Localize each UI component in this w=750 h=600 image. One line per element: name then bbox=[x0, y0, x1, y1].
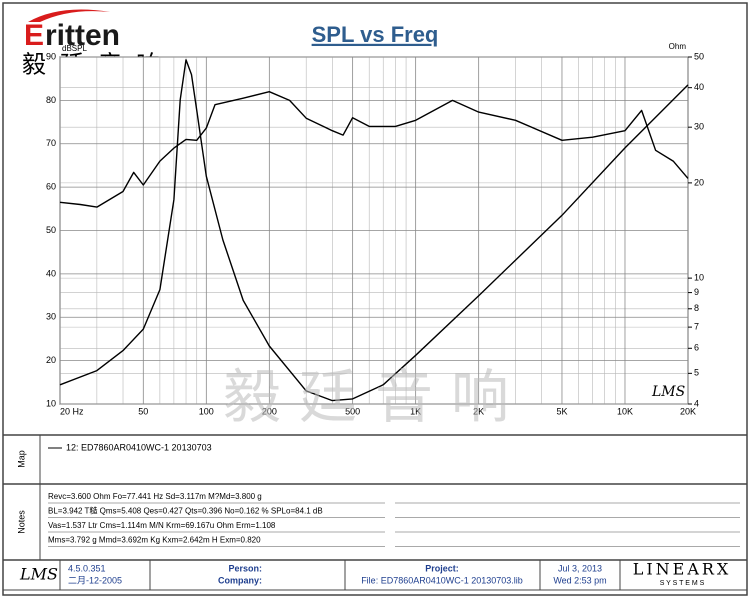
y-axis-label: dBSPL bbox=[62, 44, 87, 53]
brand-sub: S Y S T E M S bbox=[660, 580, 705, 587]
y2-tick-label: 50 bbox=[694, 51, 704, 61]
note-line: BL=3.942 T糙 Qms=5.408 Qes=0.427 Qts=0.39… bbox=[48, 506, 323, 516]
logo: ritten bbox=[45, 19, 120, 52]
note-line: Revc=3.600 Ohm Fo=77.441 Hz Sd=3.117m M?… bbox=[48, 492, 262, 501]
file: File: ED7860AR0410WC-1 20130703.lib bbox=[361, 575, 523, 585]
project: Project: bbox=[425, 563, 459, 573]
logo-mark: E bbox=[24, 19, 44, 52]
series-line bbox=[59, 91, 689, 208]
x-tick-label: 200 bbox=[262, 406, 277, 416]
x-tick-label: 20K bbox=[680, 406, 696, 416]
y-tick-label: 90 bbox=[46, 51, 56, 61]
chart: 20 Hz 50 100 200 500 1K 2K 5K 10K 20K 10 20 30 40 50 60… bbox=[46, 42, 704, 416]
logo-swoosh bbox=[28, 9, 110, 22]
build-date: 二月-12-2005 bbox=[68, 575, 122, 585]
y2-axis-label: Ohm bbox=[669, 42, 687, 51]
note-line: Mms=3.792 g Mmd=3.692m Kg Kxm=2.642m H E… bbox=[48, 536, 261, 545]
y2-tick-label: 10 bbox=[694, 272, 704, 282]
version: 4.5.0.351 bbox=[68, 563, 106, 573]
watermark: 毅廷音响 bbox=[223, 363, 527, 431]
y-tick-label: 80 bbox=[46, 95, 56, 105]
y2-tick-label: 20 bbox=[694, 177, 704, 187]
series-line bbox=[59, 59, 689, 402]
y-tick-label: 70 bbox=[46, 138, 56, 148]
brand: LINEARX bbox=[633, 560, 732, 579]
time: Wed 2:53 pm bbox=[553, 575, 606, 585]
notes: Revc=3.600 Ohm Fo=77.441 Hz Sd=3.117m M?… bbox=[48, 492, 740, 547]
watermark-lms: LMS bbox=[651, 384, 685, 400]
panel-label: Notes bbox=[16, 510, 26, 534]
y2-tick-label: 5 bbox=[694, 368, 699, 378]
x-tick-label: 500 bbox=[345, 406, 360, 416]
footer-dividers bbox=[3, 560, 747, 591]
y2-tick-label: 7 bbox=[694, 321, 699, 331]
x-tick-label: 5K bbox=[556, 406, 567, 416]
y2-tick-label: 8 bbox=[694, 303, 699, 313]
y-tick-label: 40 bbox=[46, 268, 56, 278]
footer-lms: LMS bbox=[19, 565, 58, 584]
y2-tick-label: 9 bbox=[694, 287, 699, 297]
y-tick-label: 20 bbox=[46, 355, 56, 365]
y2-tick-label: 30 bbox=[694, 122, 704, 132]
x-tick-label: 10K bbox=[617, 406, 633, 416]
person: Person: bbox=[228, 563, 262, 573]
x-tick-label: 20 Hz bbox=[60, 406, 84, 416]
date: Jul 3, 2013 bbox=[558, 563, 602, 573]
x-tick-label: 50 bbox=[138, 406, 148, 416]
y-tick-label: 30 bbox=[46, 312, 56, 322]
x-tick-label: 100 bbox=[199, 406, 214, 416]
panel-label: Map bbox=[16, 450, 26, 468]
y2-tick-label: 4 bbox=[694, 398, 699, 408]
y-tick-label: 10 bbox=[46, 398, 56, 408]
legend-entry: 12: ED7860AR0410WC-1 20130703 bbox=[66, 442, 212, 452]
company: Company: bbox=[218, 575, 262, 585]
y2-tick-label: 40 bbox=[694, 82, 704, 92]
x-tick-label: 1K bbox=[410, 406, 421, 416]
chart-title: SPL vs Freq bbox=[312, 22, 439, 47]
y2-tick-label: 6 bbox=[694, 343, 699, 353]
note-line: Vas=1.537 Ltr Cms=1.114m M/N Krm=69.167u… bbox=[48, 521, 276, 530]
y-tick-label: 50 bbox=[46, 225, 56, 235]
x-tick-label: 2K bbox=[473, 406, 484, 416]
y-tick-label: 60 bbox=[46, 182, 56, 192]
